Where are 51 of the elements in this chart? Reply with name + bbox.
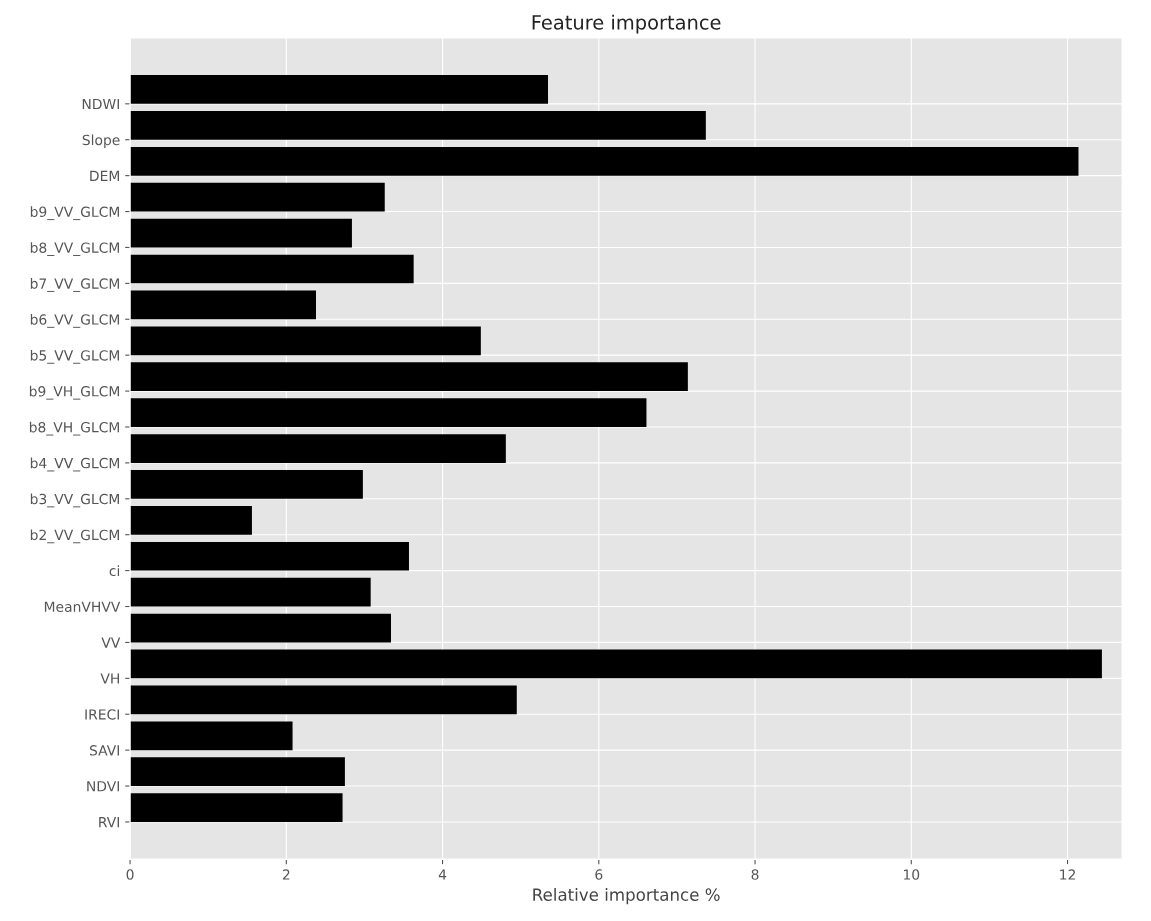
bar [130,685,517,715]
y-tick-label: b8_VH_GLCM [29,421,119,436]
bar [130,434,506,463]
y-tick-label: RVI [99,817,119,828]
bar [130,75,549,104]
y-tick-label: b4_VV_GLCM [30,457,119,472]
y-tick-label: VH [100,673,119,684]
y-tick-label: Slope [82,134,120,148]
y-tick-label: SAVI [89,745,119,756]
x-tick-label: 4 [438,869,447,880]
x-tick-label: 6 [595,869,603,880]
bar [130,757,345,787]
bar [130,362,688,392]
x-axis-title: Relative importance % [533,888,720,905]
bar [130,649,1102,679]
bar [130,182,385,212]
y-tick-label: DEM [90,170,119,181]
bar [130,111,706,140]
y-tick-label: ci [109,565,120,577]
y-tick-label: b9_VH_GLCM [29,385,119,400]
x-tick-label: 2 [282,869,290,880]
x-tick-label: 8 [751,869,759,880]
bar [130,218,352,248]
bar [130,326,481,356]
y-tick-label: MeanVHVV [44,601,121,612]
bar [130,470,363,499]
bar [130,290,316,320]
y-tick-label: b5_VV_GLCM [30,349,119,364]
bar [130,577,371,607]
x-tick-label: 0 [126,869,134,880]
bar [130,613,391,643]
y-tick-label: NDVI [87,781,119,792]
x-tick-label: 12 [1060,869,1075,880]
y-tick-label: b2_VV_GLCM [30,529,119,544]
y-tick-label: b3_VV_GLCM [30,493,119,508]
y-tick-label: b6_VV_GLCM [30,313,119,328]
bar [130,793,343,822]
bar [130,254,414,284]
bar [130,505,252,535]
y-tick-label: IRECI [85,709,119,720]
bar [130,398,647,427]
y-tick-label: b8_VV_GLCM [30,242,119,256]
bar [130,721,293,751]
y-tick-label: VV [101,637,121,648]
y-tick-label: b7_VV_GLCM [30,278,119,292]
x-tick-label: 10 [903,869,920,880]
bar [130,146,1079,176]
y-tick-label: NDWI [82,98,119,110]
bar [130,541,409,571]
chart-title: Feature importance [532,14,721,34]
y-tick-label: b9_VV_GLCM [30,206,119,221]
